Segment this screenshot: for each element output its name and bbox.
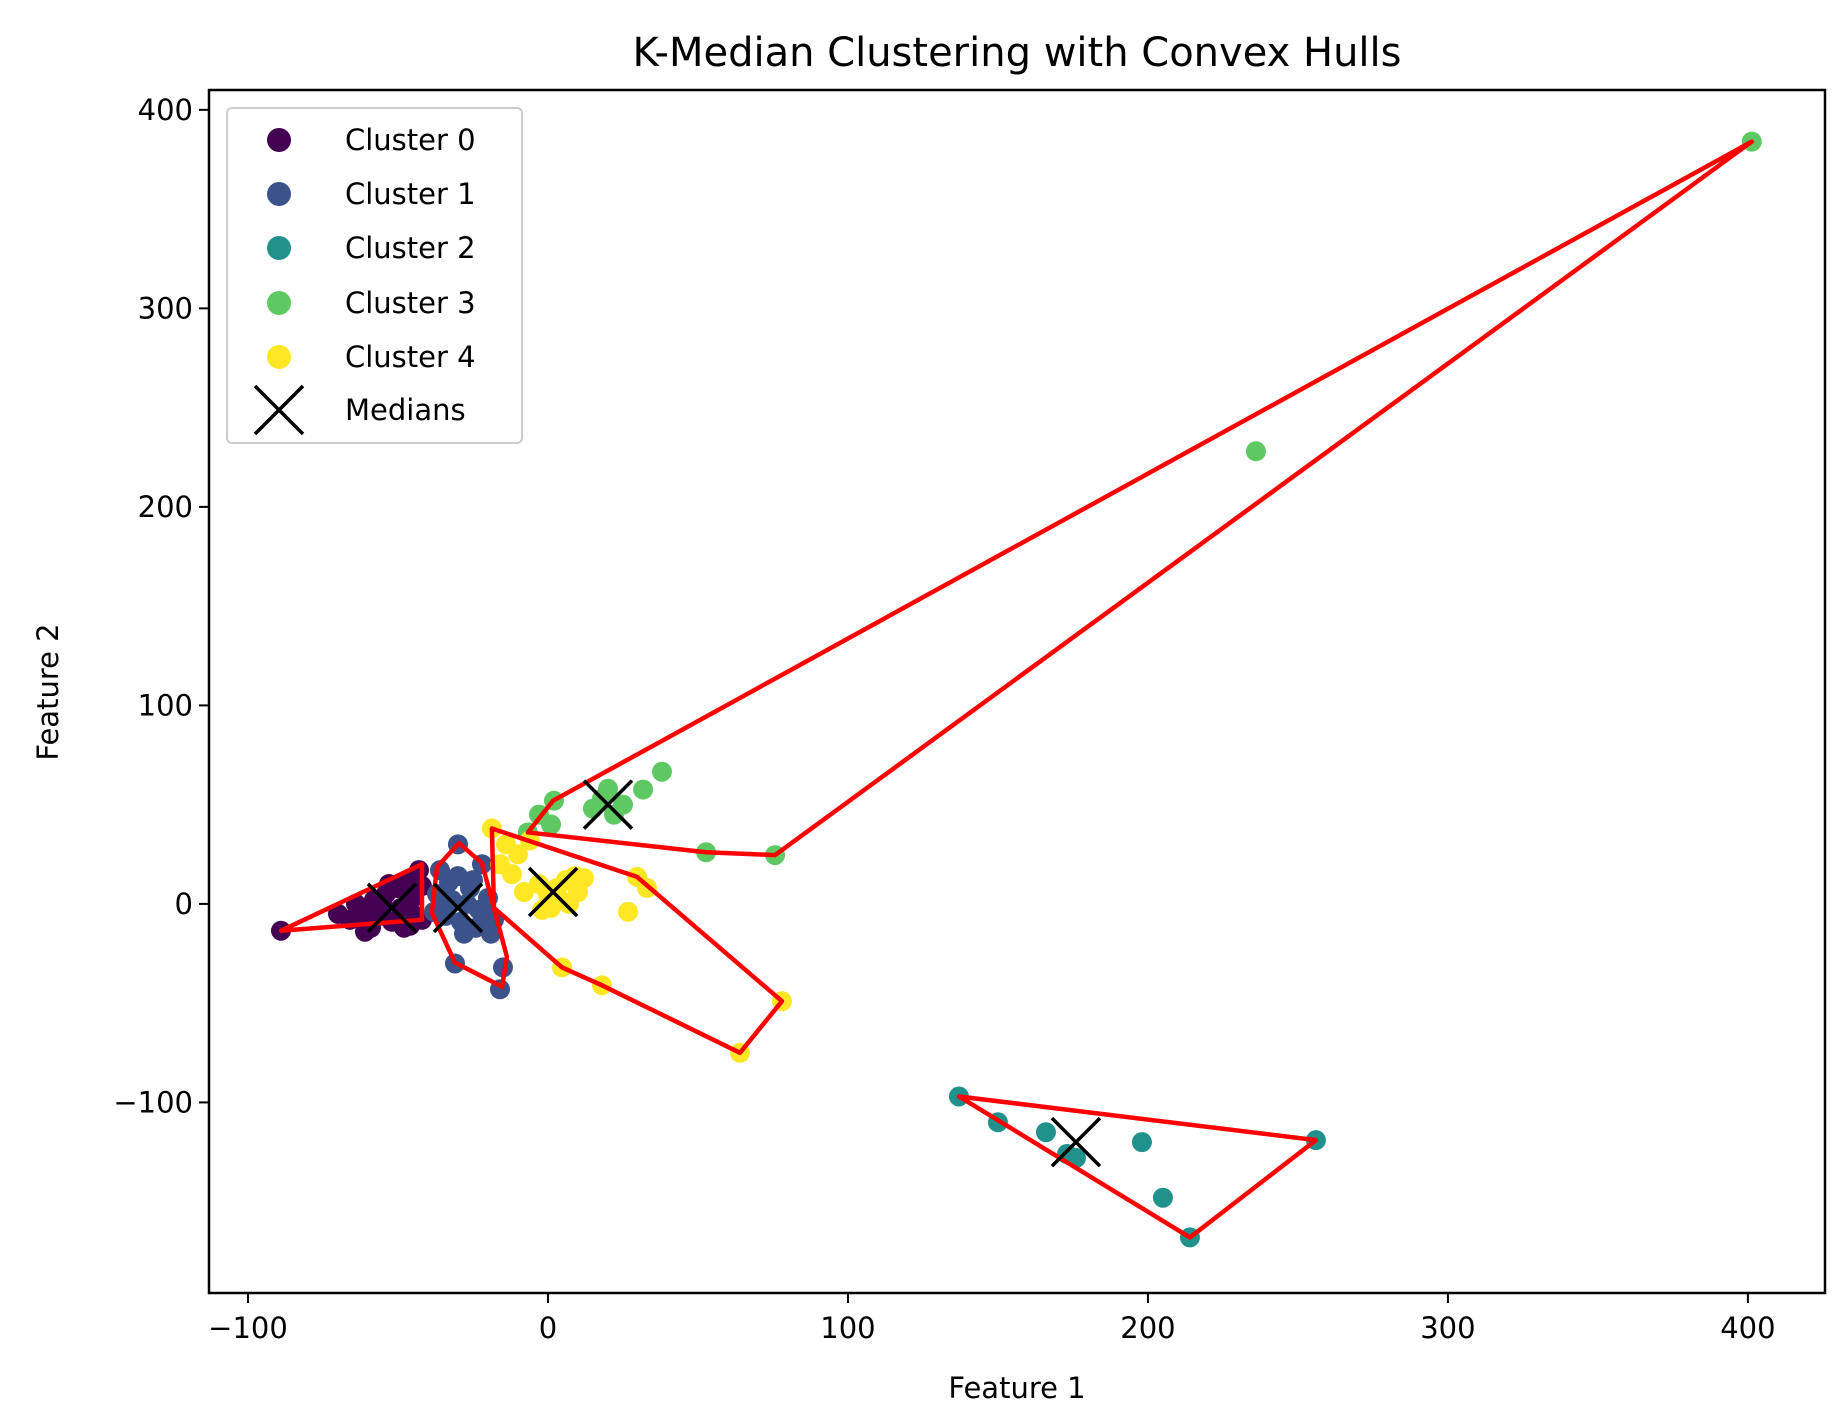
median-x-icon [1050,1116,1102,1168]
data-point [540,814,561,835]
data-point [438,872,459,893]
data-point [618,901,639,922]
data-point [1035,1122,1056,1143]
x-tick-label: 200 [1120,1311,1175,1345]
x-tick-label: −100 [208,1311,288,1345]
chart-title: K-Median Clustering with Convex Hulls [632,30,1401,76]
x-tick-label: 300 [1420,1311,1475,1345]
cluster-3-hull [525,139,1755,858]
legend-label: Cluster 0 [345,123,476,157]
y-axis-label: Feature 2 [31,623,65,760]
data-point [633,779,654,800]
data-point [567,882,588,902]
legend-item: Medians [253,384,466,436]
plot-area [270,131,1762,1248]
x-tick-label: 0 [539,1311,557,1345]
data-point [651,761,672,782]
y-tick-label: 200 [138,490,193,524]
plot-frame [207,88,1827,1295]
y-tick-label: 0 [175,887,193,921]
y-tick-label: 300 [138,291,193,325]
y-tick-label: 100 [138,688,193,722]
legend-label: Cluster 3 [345,286,476,320]
cluster-2-hull [956,1094,1319,1240]
hull-outlines [278,139,1755,1240]
legend-item: Cluster 2 [267,231,476,265]
cluster-3-points [517,131,1762,866]
y-axis-ticks: −100 0 100 200 300 400 [113,93,209,1119]
cluster-0-hull [278,861,425,933]
cluster-0-points [270,860,432,942]
legend-item: Cluster 3 [267,286,476,320]
cluster-2-points [948,1086,1326,1248]
legend-label: Cluster 1 [345,177,476,211]
legend-item: Cluster 4 [267,340,476,374]
data-point [1245,441,1266,462]
cluster-1-hull [429,840,510,989]
circle-marker-icon [267,128,291,152]
data-point [501,864,522,885]
median-x-icon [527,866,579,918]
circle-marker-icon [267,345,291,369]
data-point [507,844,528,865]
legend-label: Medians [345,393,466,427]
circle-marker-icon [267,236,291,260]
data-point [366,901,387,922]
legend-label: Cluster 4 [345,340,476,374]
x-tick-label: 400 [1720,1311,1775,1345]
median-x-icon [366,882,418,934]
data-point [453,923,474,944]
x-axis-label: Feature 1 [948,1371,1085,1405]
median-x-icon [432,882,484,934]
median-x-icon [582,779,634,830]
median-markers [366,779,1102,1168]
data-point [1152,1187,1173,1208]
cluster-1-points [423,834,513,1000]
x-tick-label: 100 [820,1311,875,1345]
x-axis-ticks: −100 0 100 200 300 400 [208,1293,1776,1345]
data-point [432,897,453,918]
data-point [513,882,534,902]
legend-item: Cluster 0 [267,123,476,157]
data-point [1131,1132,1152,1153]
circle-marker-icon [267,291,291,315]
legend-label: Cluster 2 [345,231,476,265]
y-tick-label: −100 [113,1085,193,1119]
legend-item: Cluster 1 [267,177,476,211]
cluster-4-hull [489,826,785,1056]
circle-marker-icon [267,182,291,206]
data-point [612,794,633,815]
x-marker-icon [253,384,305,436]
legend-box [226,107,523,444]
legend: Cluster 0 Cluster 1 Cluster 2 Cluster 3 Clus… [226,107,523,444]
y-tick-label: 400 [138,93,193,127]
